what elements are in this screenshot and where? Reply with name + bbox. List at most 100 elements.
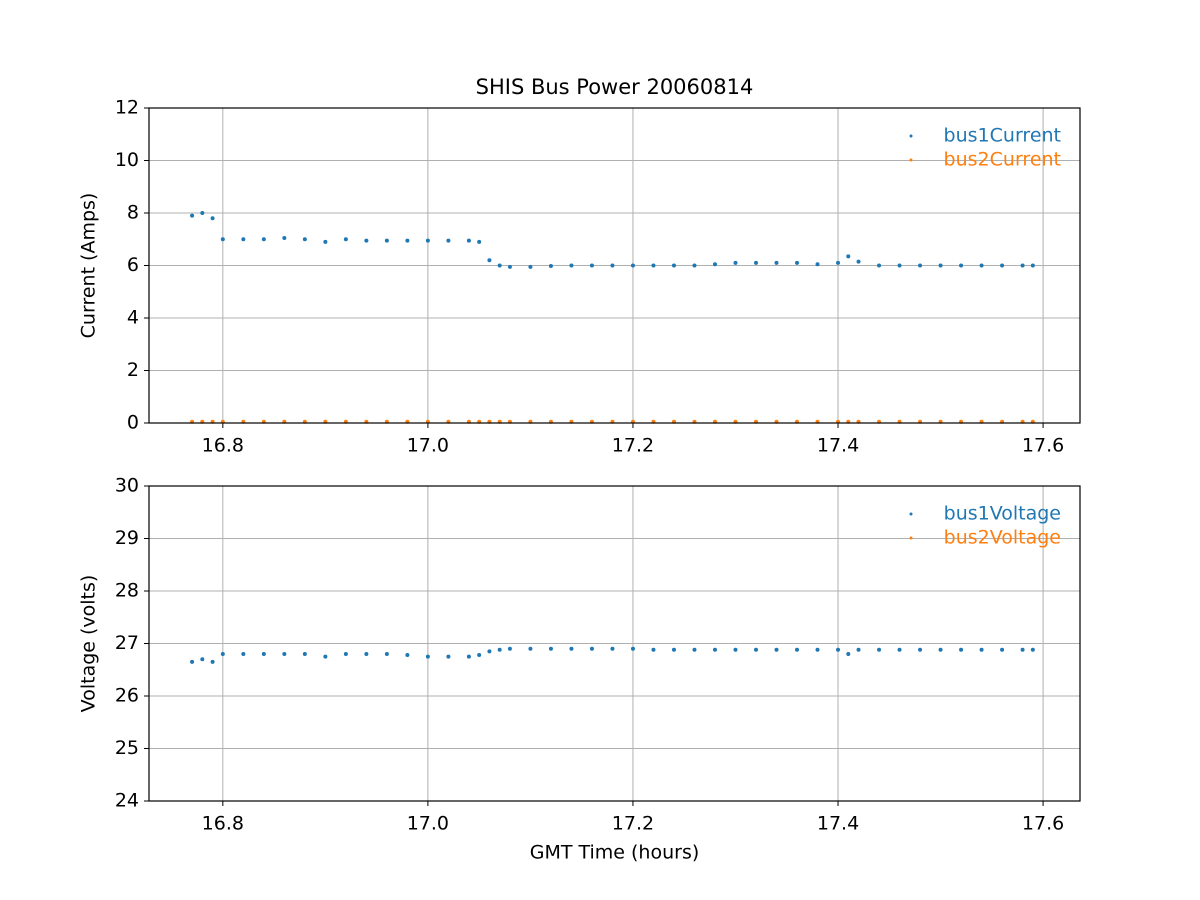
data-point bbox=[1030, 263, 1035, 268]
y-tick-label: 4 bbox=[127, 307, 139, 329]
x-tick-label: 17.6 bbox=[1022, 813, 1064, 835]
data-point bbox=[241, 237, 246, 242]
legend-marker bbox=[909, 512, 913, 516]
data-point bbox=[487, 649, 492, 654]
data-point bbox=[1000, 647, 1005, 652]
axes-frame bbox=[148, 485, 1081, 802]
data-point bbox=[507, 646, 512, 651]
x-tick-label: 16.8 bbox=[202, 813, 244, 835]
data-point bbox=[466, 238, 471, 243]
data-point bbox=[569, 646, 574, 651]
data-point bbox=[959, 263, 964, 268]
data-point bbox=[795, 260, 800, 265]
data-point bbox=[918, 647, 923, 652]
data-point bbox=[405, 653, 410, 658]
data-point bbox=[856, 259, 861, 264]
data-point bbox=[774, 260, 779, 265]
data-point bbox=[651, 647, 656, 652]
data-point bbox=[979, 647, 984, 652]
legend-label: bus2Voltage bbox=[944, 527, 1061, 549]
data-point bbox=[671, 647, 676, 652]
data-point bbox=[282, 652, 287, 656]
data-point bbox=[507, 264, 512, 269]
data-point bbox=[343, 652, 348, 656]
y-tick-label: 24 bbox=[115, 790, 139, 812]
data-point bbox=[856, 647, 861, 652]
data-point bbox=[569, 263, 574, 268]
data-point bbox=[1020, 647, 1025, 652]
data-point bbox=[190, 213, 195, 218]
data-point bbox=[712, 647, 717, 652]
data-point bbox=[405, 238, 410, 243]
data-point bbox=[630, 646, 635, 651]
data-point bbox=[877, 263, 882, 268]
y-tick-label: 0 bbox=[127, 412, 139, 434]
data-point bbox=[938, 263, 943, 268]
data-point bbox=[323, 654, 328, 659]
data-point bbox=[487, 258, 492, 263]
x-tick-label: 16.8 bbox=[202, 435, 244, 457]
data-point bbox=[651, 263, 656, 268]
x-tick-label: 17.2 bbox=[612, 435, 654, 457]
y-axis-label: Current (Amps) bbox=[78, 193, 100, 339]
legend-marker bbox=[909, 536, 913, 540]
data-point bbox=[220, 237, 225, 242]
data-point bbox=[343, 237, 348, 242]
data-point bbox=[733, 647, 738, 652]
data-point bbox=[938, 647, 943, 652]
data-point bbox=[528, 646, 533, 651]
data-point bbox=[477, 239, 482, 244]
data-point bbox=[210, 216, 215, 221]
x-tick-label: 17.4 bbox=[817, 813, 859, 835]
data-point bbox=[610, 646, 615, 651]
legend-label: bus2Current bbox=[944, 149, 1061, 171]
y-tick-label: 27 bbox=[115, 632, 139, 654]
data-point bbox=[836, 647, 841, 652]
data-point bbox=[548, 646, 553, 651]
data-point bbox=[846, 254, 851, 259]
data-point bbox=[877, 647, 882, 652]
data-point bbox=[1000, 263, 1005, 268]
data-point bbox=[364, 238, 369, 243]
data-point bbox=[200, 211, 205, 215]
legend-label: bus1Current bbox=[944, 125, 1061, 147]
data-point bbox=[918, 263, 923, 268]
data-point bbox=[425, 654, 430, 659]
data-point bbox=[959, 647, 964, 652]
y-tick-label: 10 bbox=[115, 149, 139, 171]
data-point bbox=[282, 235, 287, 240]
data-point bbox=[589, 263, 594, 268]
data-point bbox=[497, 647, 502, 652]
data-point bbox=[846, 652, 851, 656]
data-point bbox=[1020, 263, 1025, 268]
x-tick-label: 17.6 bbox=[1022, 435, 1064, 457]
data-point bbox=[466, 654, 471, 659]
legend-marker bbox=[909, 158, 913, 162]
data-point bbox=[302, 652, 307, 656]
data-point bbox=[671, 263, 676, 268]
data-point bbox=[302, 237, 307, 242]
data-point bbox=[261, 652, 266, 656]
data-point bbox=[323, 239, 328, 244]
data-point bbox=[548, 264, 553, 269]
data-point bbox=[692, 647, 697, 652]
data-point bbox=[979, 263, 984, 268]
data-point bbox=[753, 647, 758, 652]
data-point bbox=[733, 260, 738, 265]
axes-frame bbox=[148, 107, 1081, 424]
data-point bbox=[220, 652, 225, 656]
data-point bbox=[610, 263, 615, 268]
y-tick-label: 29 bbox=[115, 527, 139, 549]
x-tick-label: 17.2 bbox=[612, 813, 654, 835]
data-point bbox=[897, 263, 902, 268]
data-point bbox=[210, 659, 215, 664]
y-tick-label: 26 bbox=[115, 685, 139, 707]
y-axis-label: Voltage (volts) bbox=[78, 575, 100, 713]
data-point bbox=[836, 260, 841, 265]
data-point bbox=[477, 653, 482, 658]
data-point bbox=[446, 238, 451, 243]
x-tick-label: 17.4 bbox=[817, 435, 859, 457]
x-tick-label: 17.0 bbox=[407, 813, 449, 835]
y-tick-label: 28 bbox=[115, 580, 139, 602]
